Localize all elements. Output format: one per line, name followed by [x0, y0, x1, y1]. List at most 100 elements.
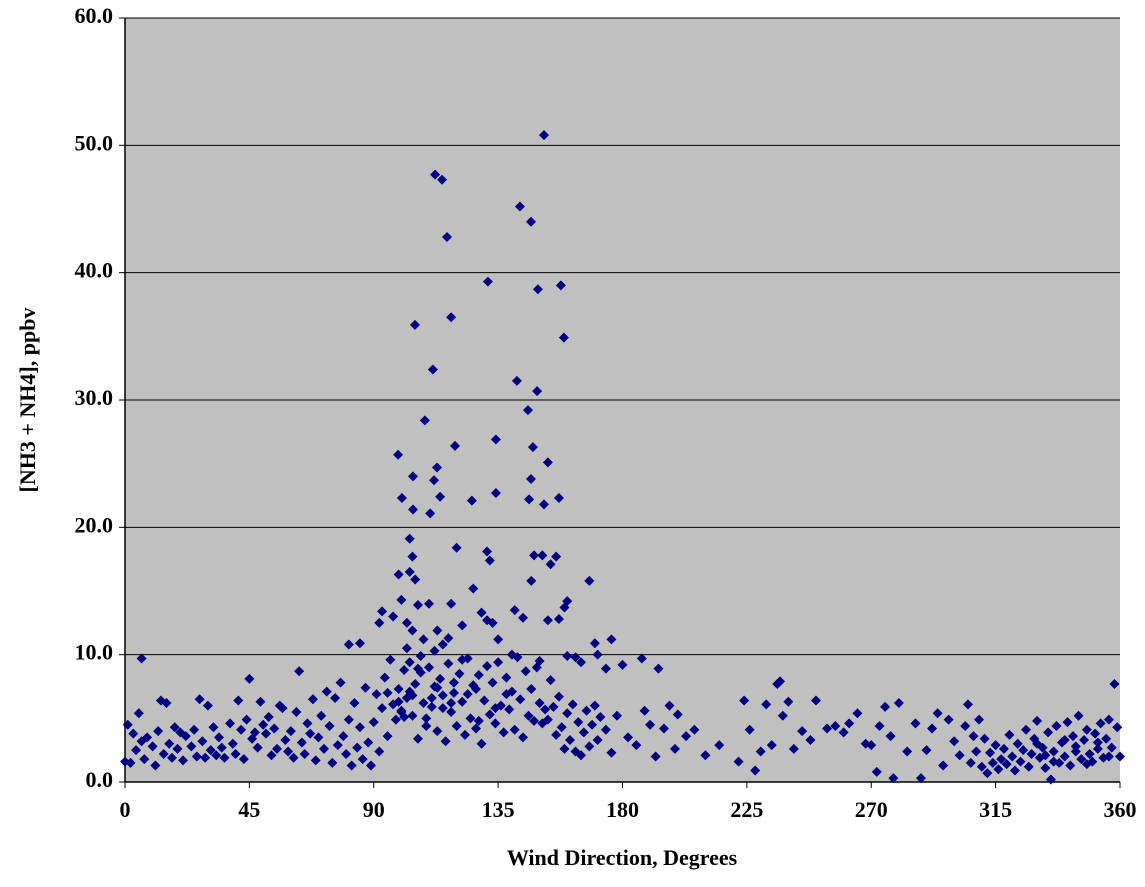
- point: [1032, 738, 1043, 749]
- point: [949, 736, 960, 747]
- point: [1076, 754, 1087, 765]
- x-tick-label: 135: [482, 797, 515, 822]
- point: [285, 726, 296, 737]
- point: [1059, 734, 1070, 745]
- point: [527, 442, 538, 453]
- point: [294, 666, 305, 677]
- y-tick-label: 10.0: [75, 640, 114, 665]
- point: [139, 754, 150, 765]
- point: [307, 694, 318, 705]
- point: [490, 718, 501, 729]
- point: [1112, 722, 1123, 733]
- point: [302, 718, 313, 729]
- point: [401, 643, 412, 654]
- point: [558, 332, 569, 343]
- point: [432, 726, 443, 737]
- point: [564, 734, 575, 745]
- point: [600, 663, 611, 674]
- point: [164, 738, 175, 749]
- point: [476, 738, 487, 749]
- point: [1090, 728, 1101, 739]
- point: [451, 720, 462, 731]
- point: [487, 617, 498, 628]
- point: [404, 686, 415, 697]
- point: [435, 673, 446, 684]
- point: [523, 710, 534, 721]
- point: [352, 742, 363, 753]
- point: [128, 728, 139, 739]
- point: [236, 724, 247, 735]
- point: [321, 686, 332, 697]
- point: [448, 687, 459, 698]
- point: [509, 724, 520, 735]
- point: [197, 736, 208, 747]
- point: [938, 760, 949, 771]
- point: [443, 658, 454, 669]
- point: [1026, 748, 1037, 759]
- point: [880, 701, 891, 712]
- point: [1012, 738, 1023, 749]
- y-tick-label: 30.0: [75, 385, 114, 410]
- point: [473, 670, 484, 681]
- point: [611, 710, 622, 721]
- point: [545, 675, 556, 686]
- point: [430, 169, 441, 180]
- point: [258, 719, 269, 730]
- point: [178, 755, 189, 766]
- x-tick-label: 360: [1104, 797, 1137, 822]
- point: [443, 633, 454, 644]
- point: [341, 748, 352, 759]
- point: [432, 625, 443, 636]
- point: [1018, 745, 1029, 756]
- point: [1079, 734, 1090, 745]
- y-tick-label: 60.0: [75, 3, 114, 28]
- point: [567, 699, 578, 710]
- y-axis-title: [NH3 + NH4], ppbv: [15, 308, 40, 493]
- x-axis-title: Wind Direction, Degrees: [507, 845, 738, 870]
- point: [484, 709, 495, 720]
- point: [522, 405, 533, 416]
- point: [233, 695, 244, 706]
- point: [419, 415, 430, 426]
- point: [581, 705, 592, 716]
- point: [1045, 774, 1056, 785]
- point: [700, 750, 711, 761]
- point: [241, 714, 252, 725]
- x-tick-label: 225: [730, 797, 763, 822]
- point: [122, 719, 133, 730]
- point: [354, 722, 365, 733]
- point: [310, 755, 321, 766]
- point: [509, 605, 520, 616]
- point: [1059, 751, 1070, 762]
- point: [830, 720, 841, 731]
- point: [650, 751, 661, 762]
- point: [589, 638, 600, 649]
- point: [526, 216, 537, 227]
- point: [714, 740, 725, 751]
- point: [133, 708, 144, 719]
- point: [412, 663, 423, 674]
- point: [136, 653, 147, 664]
- point: [562, 596, 573, 607]
- point: [377, 606, 388, 617]
- point: [487, 677, 498, 688]
- point: [960, 720, 971, 731]
- point: [526, 575, 537, 586]
- point: [916, 773, 926, 784]
- point: [539, 499, 550, 510]
- point: [365, 760, 376, 771]
- point: [744, 724, 755, 735]
- point: [471, 684, 482, 695]
- point: [570, 652, 581, 663]
- point: [993, 764, 1004, 775]
- point: [166, 752, 177, 763]
- point: [299, 748, 310, 759]
- point: [526, 684, 537, 695]
- point: [783, 696, 794, 707]
- point: [202, 700, 213, 711]
- y-tick-label: 0.0: [86, 767, 114, 792]
- point: [1065, 760, 1076, 771]
- point: [404, 657, 415, 668]
- point: [296, 737, 307, 748]
- point: [379, 672, 390, 683]
